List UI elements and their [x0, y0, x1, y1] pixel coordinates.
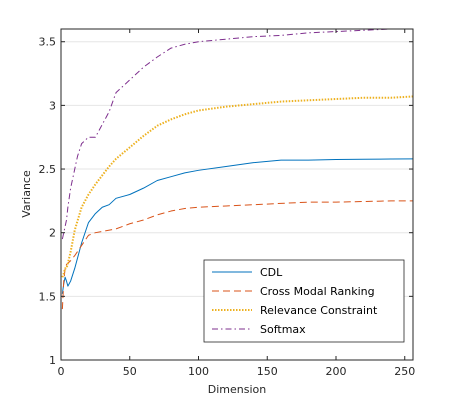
x-axis-title: Dimension: [208, 383, 266, 396]
y-tick-label: 3: [49, 99, 56, 112]
legend-label: Cross Modal Ranking: [260, 285, 375, 298]
legend-label: Relevance Constraint: [260, 304, 378, 317]
series-line-softmax: [61, 29, 413, 240]
legend: CDL Cross Modal Ranking Relevance Constrai…: [203, 259, 405, 343]
x-tick-label: 50: [123, 365, 137, 378]
x-tick-label: 200: [326, 365, 347, 378]
legend-label: CDL: [260, 266, 283, 279]
y-tick-label: 3.5: [39, 36, 57, 49]
x-tick-label: 150: [257, 365, 278, 378]
plot-frame: [60, 28, 414, 361]
x-tick-label: 100: [188, 365, 209, 378]
y-tick-label: 1.5: [39, 290, 57, 303]
legend-box: [203, 259, 405, 343]
series-line-relevance-constraint: [61, 95, 413, 278]
y-tick-label: 2: [49, 227, 56, 240]
axis-ticks: 1 1.5 2 2.5 3 3.5 0 50 100 150 200 250: [39, 29, 415, 378]
legend-label: Softmax: [260, 323, 306, 336]
y-axis-title: Variance: [20, 170, 33, 218]
x-tick-label: 0: [58, 365, 65, 378]
series-line-cdl: [61, 158, 413, 294]
series-lines: [61, 29, 413, 310]
y-tick-label: 1: [49, 354, 56, 367]
y-tick-label: 2.5: [39, 163, 57, 176]
x-tick-label: 250: [394, 365, 415, 378]
